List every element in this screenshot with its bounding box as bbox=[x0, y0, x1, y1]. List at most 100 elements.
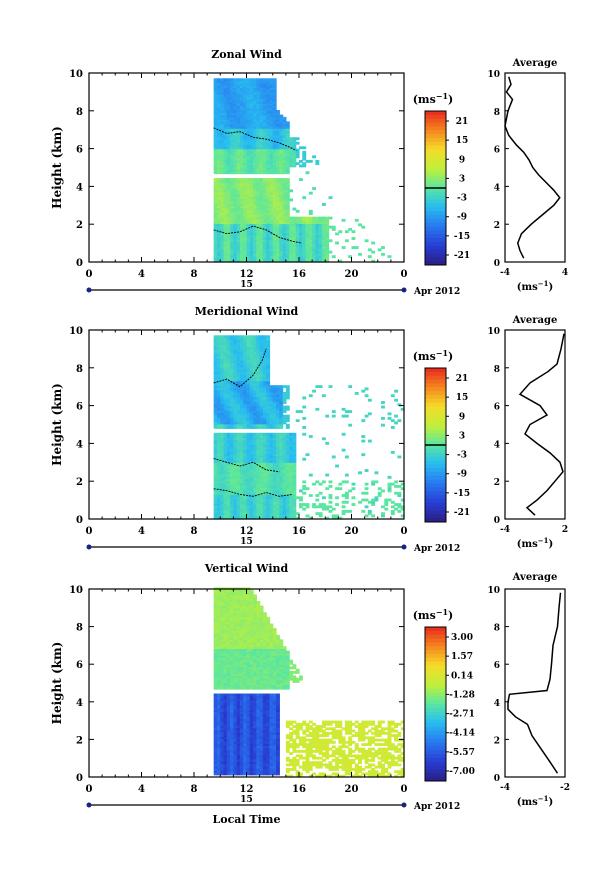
heatmap-cell bbox=[213, 639, 218, 643]
heatmap-cell bbox=[226, 387, 231, 391]
heatmap-cell bbox=[282, 243, 287, 247]
heatmap-cell bbox=[216, 394, 221, 398]
heatmap-cell bbox=[259, 146, 264, 150]
heatmap-cell bbox=[371, 498, 376, 502]
heatmap-cell bbox=[233, 87, 238, 91]
heatmap-cell bbox=[236, 80, 241, 84]
heatmap-cell bbox=[279, 205, 284, 209]
heatmap-cell bbox=[390, 500, 395, 504]
heatmap-cell bbox=[246, 78, 251, 82]
heatmap-cell bbox=[220, 209, 225, 213]
heatmap-cell bbox=[259, 491, 264, 495]
colorbar-band bbox=[425, 249, 446, 254]
heatmap-cell bbox=[249, 500, 254, 504]
heatmap-cell bbox=[315, 162, 320, 166]
heatmap-cell bbox=[236, 344, 241, 348]
heatmap-cell bbox=[279, 391, 284, 395]
heatmap-cell bbox=[236, 426, 241, 429]
heatmap-cell bbox=[226, 107, 231, 111]
heatmap-cell bbox=[285, 241, 290, 245]
heatmap-cell bbox=[289, 496, 294, 500]
heatmap-cell bbox=[213, 761, 218, 765]
heatmap-cell bbox=[223, 722, 228, 726]
heatmap-cell bbox=[325, 255, 330, 259]
heatmap-cell bbox=[226, 369, 231, 373]
heatmap-cell bbox=[220, 655, 225, 659]
heatmap-cell bbox=[295, 148, 300, 152]
heatmap-cell bbox=[230, 105, 234, 109]
heatmap-cell bbox=[233, 335, 238, 339]
heatmap-cell bbox=[249, 355, 254, 359]
heatmap-cell bbox=[292, 432, 297, 436]
heatmap-cell bbox=[289, 141, 294, 145]
heatmap-cell bbox=[226, 738, 231, 742]
heatmap-cell bbox=[266, 241, 271, 245]
heatmap-cell bbox=[308, 227, 313, 231]
heatmap-cell bbox=[256, 466, 261, 470]
heatmap-cell bbox=[223, 439, 228, 443]
heatmap-cell bbox=[302, 246, 307, 249]
heatmap-cell bbox=[230, 91, 234, 95]
heatmap-cell bbox=[243, 512, 248, 516]
heatmap-cell bbox=[295, 243, 300, 247]
heatmap-cell bbox=[220, 475, 225, 479]
heatmap-cell bbox=[361, 225, 366, 229]
heatmap-cell bbox=[289, 448, 294, 452]
heatmap-cell bbox=[253, 348, 257, 352]
heatmap-cell bbox=[292, 207, 297, 211]
heatmap-cell bbox=[279, 189, 284, 193]
heatmap-cell bbox=[223, 250, 228, 254]
heatmap-cell bbox=[216, 180, 221, 184]
heatmap-cell bbox=[266, 346, 271, 350]
heatmap-cell bbox=[243, 110, 248, 113]
heatmap-cell bbox=[226, 607, 231, 611]
heatmap-cell bbox=[246, 146, 251, 150]
heatmap-cell bbox=[262, 355, 267, 359]
heatmap-cell bbox=[220, 496, 225, 500]
heatmap-cell bbox=[266, 419, 271, 423]
heatmap-cell bbox=[223, 655, 228, 659]
heatmap-cell bbox=[216, 225, 221, 229]
heatmap-cell bbox=[226, 94, 231, 98]
heatmap-cell bbox=[259, 423, 264, 427]
heatmap-cell bbox=[216, 772, 221, 776]
heatmap-cell bbox=[239, 475, 244, 479]
heatmap-cell bbox=[302, 491, 307, 495]
heatmap-cell bbox=[213, 394, 218, 398]
heatmap-cell bbox=[220, 180, 225, 184]
heatmap-cell bbox=[279, 223, 284, 227]
heatmap-cell bbox=[243, 421, 248, 425]
heatmap-cell bbox=[239, 401, 244, 404]
heatmap-cell bbox=[230, 116, 234, 120]
heatmap-cell bbox=[272, 491, 277, 495]
heatmap-cell bbox=[216, 155, 221, 159]
heatmap-cell bbox=[276, 248, 280, 252]
y-tick-label: 8 bbox=[76, 107, 83, 118]
heatmap-cell bbox=[249, 401, 254, 404]
heatmap-cell bbox=[285, 139, 290, 143]
heatmap-cell bbox=[272, 464, 277, 468]
heatmap-cell bbox=[233, 709, 238, 713]
heatmap-cell bbox=[213, 362, 218, 366]
heatmap-cell bbox=[226, 612, 231, 616]
heatmap-cell bbox=[243, 453, 248, 457]
heatmap-cell bbox=[223, 125, 228, 129]
heatmap-cell bbox=[295, 218, 300, 222]
heatmap-cell bbox=[272, 469, 277, 472]
heatmap-cell bbox=[230, 592, 234, 595]
heatmap-cell bbox=[233, 652, 238, 656]
colorbar-band bbox=[425, 387, 446, 392]
colorbar-tick-label: -3 bbox=[457, 194, 467, 204]
heatmap-cell bbox=[269, 232, 274, 236]
heatmap-cell bbox=[285, 189, 290, 193]
heatmap-cell bbox=[266, 216, 271, 220]
heatmap-cell bbox=[272, 423, 277, 427]
heatmap-cell bbox=[220, 98, 225, 102]
heatmap-cell bbox=[289, 250, 294, 254]
heatmap-cell bbox=[213, 200, 218, 204]
heatmap-cell bbox=[276, 221, 280, 225]
heatmap-cell bbox=[223, 747, 228, 751]
heatmap-cell bbox=[216, 473, 221, 477]
heatmap-cell bbox=[262, 487, 267, 491]
